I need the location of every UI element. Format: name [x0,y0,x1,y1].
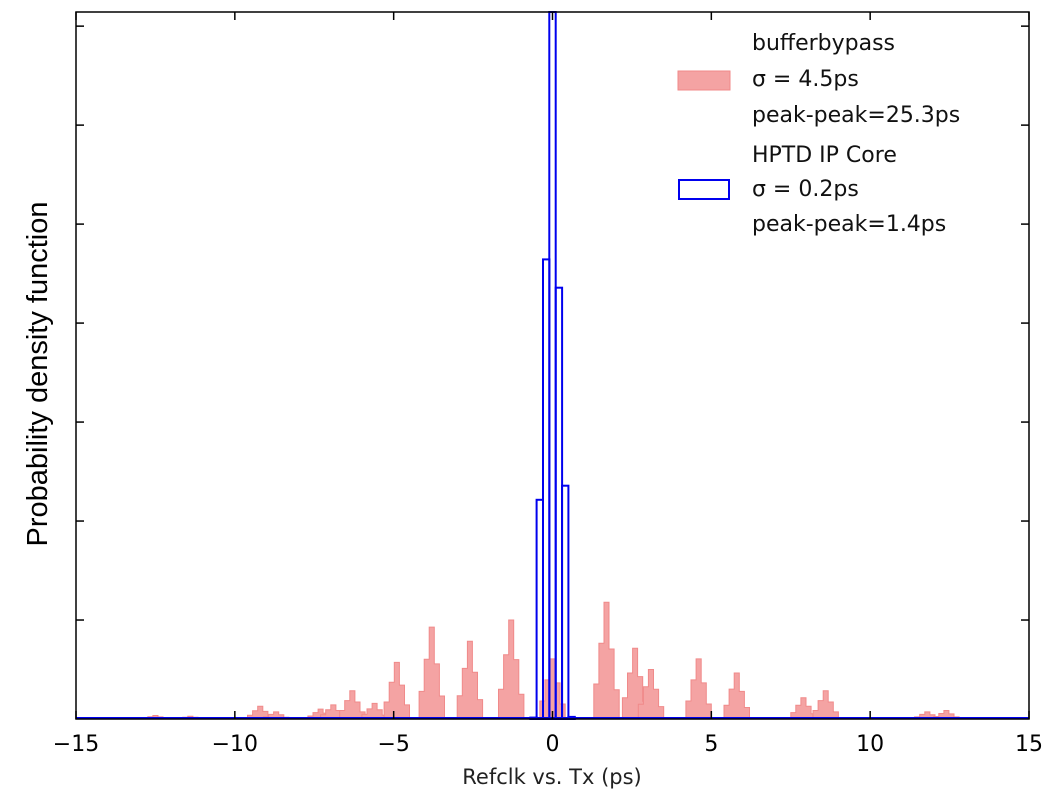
x-tick-label-3: 0 [546,732,560,757]
plot-area [76,11,1029,721]
legend-swatch-bufferbypass [677,70,731,91]
bufferbypass-peak-15 [637,669,665,720]
bufferbypass-peak-9 [418,626,445,720]
x-axis-label: Refclk vs. Tx (ps) [462,765,641,789]
legend-swatch-hptd [678,179,730,200]
bufferbypass-peak-17 [723,672,750,720]
legend-bufferbypass-sigma: σ = 4.5ps [752,67,859,92]
x-tick-label-6: 15 [1015,732,1043,757]
x-tick-label-2: −5 [377,732,409,757]
bufferbypass-peak-19 [812,690,839,720]
axes: −15 −10 −5 0 5 10 15 [53,11,1043,757]
x-tick-label-4: 5 [704,732,718,757]
legend: bufferbypass σ = 4.5ps peak-peak=25.3ps … [677,31,960,237]
x-tick-label-0: −15 [53,732,99,757]
legend-hptd-sigma: σ = 0.2ps [752,177,859,202]
x-tick-label-5: 10 [856,732,884,757]
legend-bufferbypass-peak: peak-peak=25.3ps [752,103,960,128]
legend-hptd-name: HPTD IP Core [752,143,897,168]
bufferbypass-peak-16 [685,658,712,720]
bufferbypass-peak-21 [933,710,960,720]
bufferbypass-peak-11 [498,619,525,720]
bufferbypass-peak-10 [456,640,484,720]
legend-bufferbypass-name: bufferbypass [752,31,895,56]
legend-hptd-peak: peak-peak=1.4ps [752,212,946,237]
x-tick-label-1: −10 [212,732,258,757]
y-axis-label: Probability density function [22,202,54,547]
bufferbypass-peak-8 [383,661,410,720]
bufferbypass-peak-6 [339,690,366,720]
bufferbypass-peak-13 [593,601,620,720]
